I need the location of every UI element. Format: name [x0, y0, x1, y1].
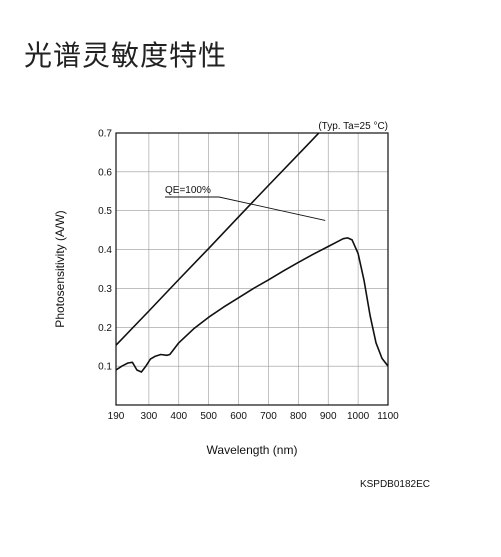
series-line-qe100 [116, 133, 320, 346]
series-lines [116, 133, 388, 373]
x-tick-label: 700 [260, 411, 277, 422]
y-tick-label: 0.4 [98, 245, 112, 256]
x-tick-label: 500 [200, 411, 217, 422]
figure-code: KSPDB0182EC [359, 479, 430, 490]
condition-note: (Typ. Ta=25 °C) [318, 121, 388, 132]
x-tick-label: 800 [290, 411, 307, 422]
y-tick-label: 0.5 [98, 206, 112, 217]
y-tick-label: 0.1 [98, 362, 112, 373]
y-tick-label: 0.3 [98, 284, 112, 295]
x-tick-label: 600 [230, 411, 247, 422]
annotation-label: QE=100% [165, 185, 211, 196]
x-axis-label: Wavelength (nm) [207, 443, 298, 457]
y-tick-label: 0.2 [98, 323, 112, 334]
x-tick-label: 1100 [377, 411, 399, 422]
y-axis-label: Photosensitivity (A/W) [53, 210, 67, 327]
x-tick-label: 400 [170, 411, 187, 422]
x-tick-label: 900 [320, 411, 337, 422]
x-tick-label: 1000 [347, 411, 370, 422]
page-heading: 光谱灵敏度特性 [24, 39, 228, 72]
plot-frame [115, 132, 389, 406]
annotations: QE=100% [165, 185, 326, 221]
y-tick-label: 0.7 [98, 129, 112, 140]
x-tick-label: 190 [108, 411, 125, 422]
annotation-leader-line [165, 196, 326, 221]
grid [115, 132, 389, 405]
y-tick-label: 0.6 [98, 167, 112, 178]
tick-labels: 190 300 400 500 600 700 800 900 1000 1100 0.1 0.2 0.… [98, 129, 399, 423]
series-line-photosensitivity [116, 237, 388, 373]
x-tick-label: 300 [141, 411, 158, 422]
